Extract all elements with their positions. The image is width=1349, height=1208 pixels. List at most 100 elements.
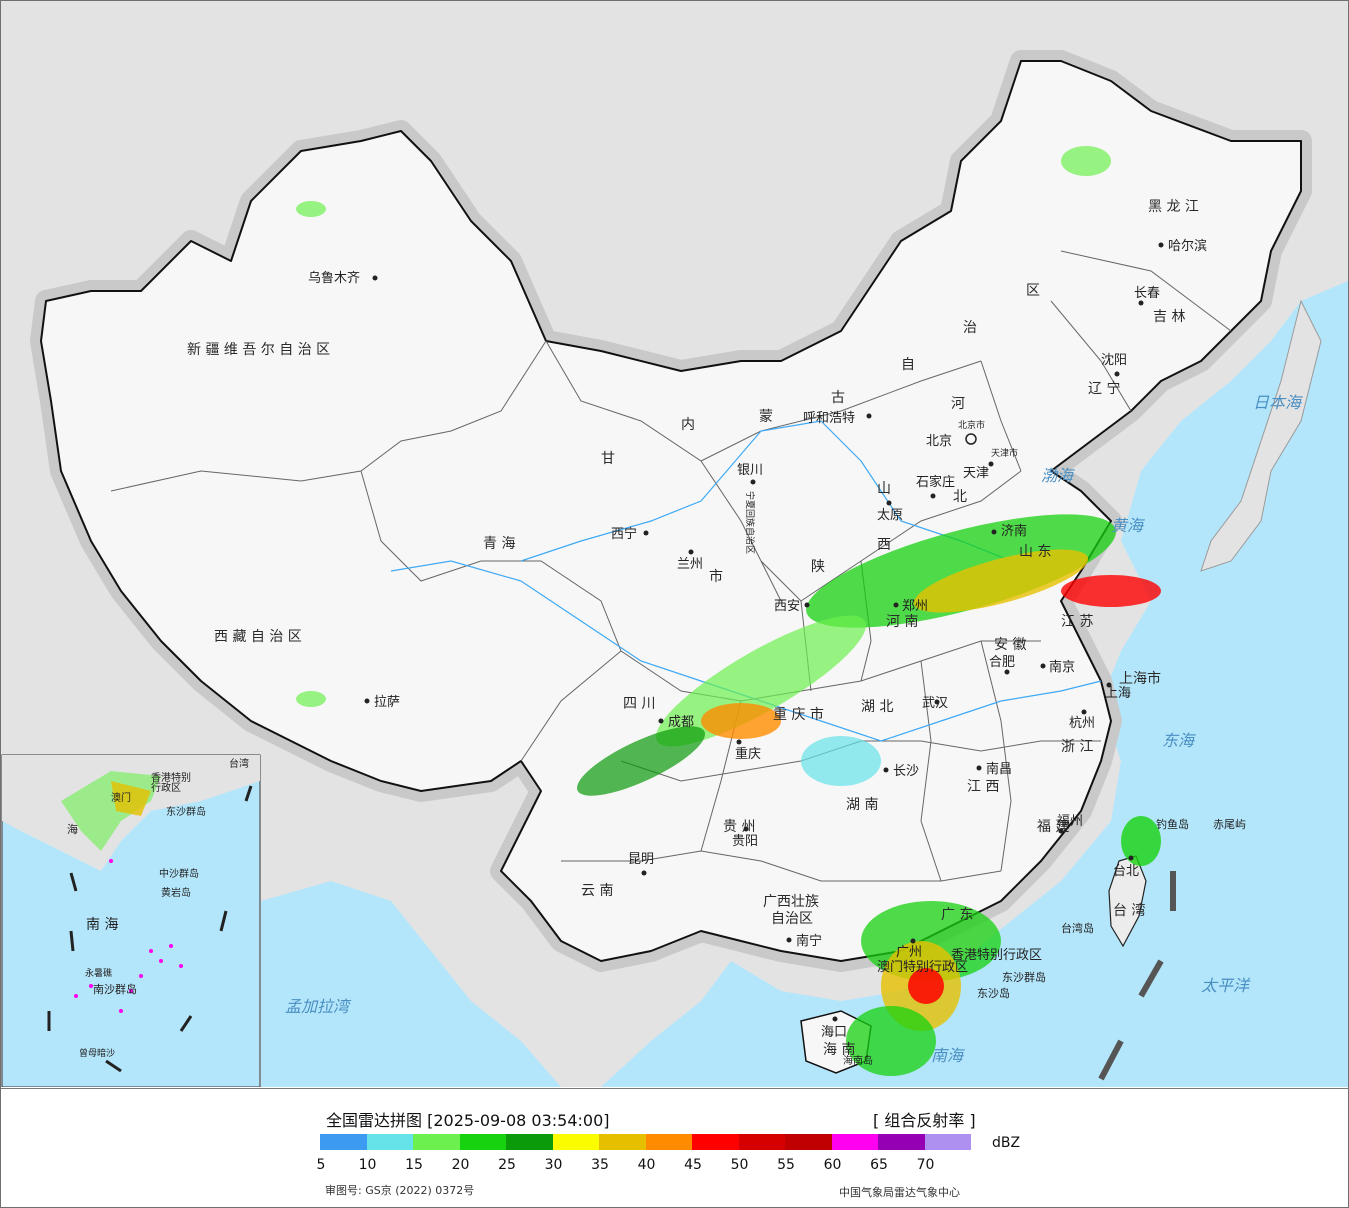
city-diaoyu: 钓鱼岛	[1156, 817, 1189, 831]
maritime-boundary-segments	[1098, 871, 1176, 1081]
inset-label-hk-2: 行政区	[151, 781, 181, 794]
product-type: [ 组合反射率 ]	[873, 1111, 976, 1130]
city-tianjin-shi: 天津市	[991, 447, 1018, 459]
city-beijing: 北京	[926, 434, 952, 449]
label-zhejiang: 浙 江	[1061, 739, 1093, 755]
colorbar-tick-label: 55	[777, 1157, 795, 1173]
city-hangzhou: 杭州	[1069, 716, 1095, 731]
sea-bengal: 孟加拉湾	[285, 997, 352, 1016]
colorbar-tick-label: 50	[730, 1157, 749, 1173]
label-liaoning: 辽 宁	[1088, 380, 1120, 397]
city-xian: 西安	[774, 599, 800, 614]
city-zhengzhou: 郑州	[902, 599, 928, 614]
city-jinan: 济南	[1001, 523, 1027, 539]
inset-label-taiwan: 台湾	[229, 757, 249, 770]
colorbar-tick-label: 65	[870, 1157, 888, 1173]
city-fuzhou: 福州	[1057, 814, 1083, 829]
colorbar-tick-label: 35	[591, 1157, 609, 1173]
city-hongkong: 香港特别行政区	[951, 948, 1042, 963]
label-shanghai: 上海市	[1119, 670, 1161, 687]
legend-panel: 全国雷达拼图 [2025-09-08 03:54:00] [ 组合反射率 ] d…	[1, 1088, 1348, 1207]
city-taiwan-island: 台湾岛	[1061, 921, 1094, 935]
radar-echoes	[296, 146, 1161, 1076]
sea-east: 东海	[1162, 731, 1196, 750]
colorbar-swatch	[506, 1134, 553, 1150]
label-anhui: 安 徽	[994, 637, 1026, 653]
colorbar-swatch	[552, 1134, 599, 1150]
sea-yellow: 黄海	[1111, 516, 1145, 535]
label-ningxia: 宁夏回族自治区	[744, 491, 756, 554]
city-labels: 乌鲁木齐 拉萨 西宁 兰州 银川 呼和浩特 北京 天津 石家庄 太原 济南 郑州…	[308, 238, 1246, 1067]
city-harbin: 哈尔滨	[1168, 238, 1207, 254]
label-zi: 自	[901, 357, 915, 373]
colorbar-swatch	[645, 1134, 692, 1150]
sea-labels: 日本海 东海 太平洋 南海 孟加拉湾 渤海 黄海	[285, 393, 1303, 1065]
inset-label-zengmu: 曾母暗沙	[79, 1047, 115, 1059]
sea-area	[601, 281, 1348, 1087]
bay-of-bengal	[261, 881, 561, 1087]
sea-south: 南海	[931, 1046, 965, 1065]
city-xining: 西宁	[611, 526, 637, 542]
label-jilin: 吉 林	[1153, 309, 1185, 325]
colorbar-swatch	[692, 1134, 739, 1150]
colorbar-tick-label: 25	[498, 1157, 516, 1173]
city-nanchang: 南昌	[986, 761, 1012, 777]
city-beijing-shi: 北京市	[958, 419, 985, 431]
colorbar-tick-label: 45	[684, 1157, 702, 1173]
city-guiyang: 贵阳	[732, 834, 758, 849]
colorbar-tick-label: 10	[358, 1157, 377, 1173]
city-chongqing: 重庆	[735, 746, 761, 762]
inset-label-macau: 澳门	[111, 791, 131, 804]
china-mainland	[40, 60, 1302, 962]
radar-map[interactable]: 新 疆 维 吾 尔 自 治 区 西 藏 自 治 区 青 海 甘 内 蒙 古 自 …	[1, 1, 1348, 1087]
label-gansu-shi: 市	[709, 568, 723, 585]
city-guangzhou: 广州	[896, 945, 922, 960]
colorbar-swatch	[599, 1134, 646, 1150]
city-taiyuan: 太原	[877, 508, 903, 523]
city-hainan-island: 海南岛	[843, 1054, 873, 1067]
label-xizang: 西 藏 自 治 区	[214, 629, 302, 645]
label-guangdong: 广 东	[941, 907, 973, 923]
city-nanning: 南宁	[796, 933, 822, 949]
label-gan: 甘	[601, 451, 615, 467]
label-hunan: 湖 南	[846, 797, 878, 813]
city-urumqi: 乌鲁木齐	[308, 270, 360, 286]
city-changchun: 长春	[1134, 286, 1160, 301]
city-yinchuan: 银川	[737, 463, 763, 478]
city-shenyang: 沈阳	[1101, 353, 1127, 368]
label-hainan: 海 南	[823, 1042, 855, 1058]
sea-bohai: 渤海	[1041, 466, 1075, 485]
label-shan: 山	[877, 481, 891, 497]
colorbar-swatch	[459, 1134, 506, 1150]
city-macau: 澳门特别行政区	[877, 959, 968, 975]
city-changsha: 长沙	[893, 764, 919, 779]
inset-label-dongsha: 东沙群岛	[166, 805, 206, 818]
colorbar-tick-label: 70	[916, 1157, 935, 1173]
city-hohhot: 呼和浩特	[803, 411, 855, 426]
inset-label-nansha: 南沙群岛	[93, 982, 137, 996]
colorbar-tick-label: 40	[637, 1157, 656, 1173]
label-gu: 古	[831, 390, 845, 406]
city-chiwei: 赤尾屿	[1213, 818, 1246, 831]
city-lhasa: 拉萨	[374, 695, 400, 710]
colorbar-swatch	[320, 1134, 367, 1150]
label-bei: 北	[953, 489, 967, 505]
colorbar-unit: dBZ	[992, 1135, 1021, 1151]
inset-label-huangyan: 黄岩岛	[161, 886, 191, 899]
reflectivity-colorbar	[320, 1134, 971, 1150]
label-jiangxi: 江 西	[967, 779, 999, 795]
city-dongsha-island: 东沙岛	[977, 986, 1010, 1000]
inset-label-hai: 海	[67, 822, 78, 836]
label-qinghai: 青 海	[483, 536, 515, 552]
city-chengdu: 成都	[668, 715, 694, 730]
label-shandong: 山 东	[1019, 544, 1051, 560]
label-henan: 河 南	[886, 614, 918, 630]
city-shanghai: 上海	[1105, 686, 1131, 701]
inset-label-yongshu: 永暑礁	[85, 967, 112, 979]
city-lanzhou: 兰州	[677, 557, 703, 572]
city-dongsha-islands: 东沙群岛	[1002, 970, 1046, 984]
data-source: 中国气象局雷达气象中心	[839, 1186, 960, 1199]
label-nei: 内	[681, 417, 695, 433]
city-taipei: 台北	[1113, 864, 1139, 879]
